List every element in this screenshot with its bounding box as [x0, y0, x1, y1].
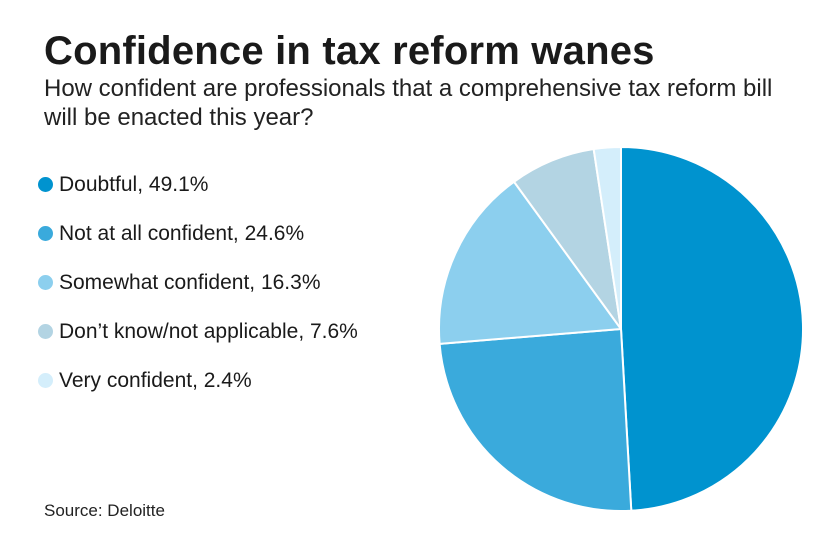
legend-label: Doubtful, 49.1% — [59, 173, 209, 196]
legend-item: Doubtful, 49.1% — [38, 170, 428, 199]
legend-swatch-icon — [38, 275, 53, 290]
legend-item: Not at all confident, 24.6% — [38, 219, 428, 248]
pie-slice-doubtful — [620, 146, 804, 512]
legend-item: Don’t know/not applicable, 7.6% — [38, 317, 428, 346]
legend-item: Somewhat confident, 16.3% — [38, 268, 428, 297]
legend-label: Not at all confident, 24.6% — [59, 222, 305, 245]
legend: Doubtful, 49.1% Not at all confident, 24… — [38, 170, 428, 415]
pie-slices — [438, 146, 804, 512]
pie-slice-somewhat-confident — [438, 180, 622, 345]
pie-slice-don-t-know-not-applicable — [513, 148, 622, 330]
legend-swatch-icon — [38, 324, 53, 339]
pie-slice-not-at-all-confident — [438, 328, 633, 512]
legend-label: Don’t know/not applicable, 7.6% — [59, 320, 358, 343]
chart-subtitle: How confident are professionals that a c… — [44, 75, 773, 131]
chart-title: Confidence in tax reform wanes — [44, 29, 655, 73]
pie-slice-very-confident — [592, 146, 622, 330]
legend-swatch-icon — [38, 373, 53, 388]
legend-swatch-icon — [38, 226, 53, 241]
source-note: Source: Deloitte — [44, 501, 165, 520]
legend-item: Very confident, 2.4% — [38, 366, 428, 395]
legend-swatch-icon — [38, 177, 53, 192]
legend-label: Very confident, 2.4% — [59, 369, 252, 392]
legend-label: Somewhat confident, 16.3% — [59, 271, 321, 294]
